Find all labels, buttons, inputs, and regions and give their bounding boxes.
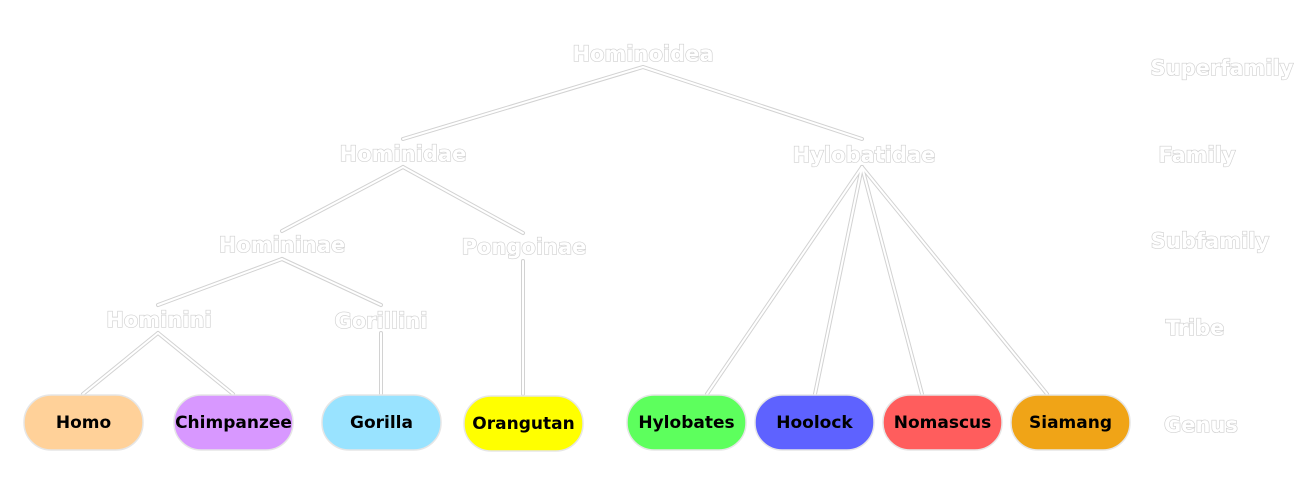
genus-label: Homo xyxy=(56,413,111,433)
rank-label-tribe: Tribe xyxy=(1166,316,1225,340)
genus-pill xyxy=(23,394,144,451)
genus-hylobates[interactable]: Hylobates xyxy=(626,394,747,451)
genus-orangutan[interactable]: Orangutan xyxy=(463,395,584,452)
edge-inner xyxy=(861,166,1048,395)
edge-inner xyxy=(861,166,923,395)
edge-inner xyxy=(281,258,382,306)
genus-hoolock[interactable]: Hoolock xyxy=(754,394,875,451)
genus-label: Gorilla xyxy=(350,413,413,433)
node-family-hominidae: Hominidae xyxy=(340,142,467,166)
genus-label: Hoolock xyxy=(776,413,853,433)
taxon-nodes: Hominoidea Hominidae Hylobatidae Hominin… xyxy=(106,41,936,333)
genus-pill xyxy=(463,395,584,452)
genus-nodes: Homo Chimpanzee Gorilla Orangutan Hyloba… xyxy=(23,394,1131,452)
rank-labels: Superfamily Family Subfamily Tribe Genus xyxy=(1150,55,1295,437)
genus-label: Orangutan xyxy=(472,414,574,434)
genus-pill xyxy=(754,394,875,451)
node-subfamily-homininae: Homininae xyxy=(219,233,346,257)
genus-homo[interactable]: Homo xyxy=(23,394,144,451)
edge-inner xyxy=(157,258,283,306)
genus-pill xyxy=(1010,394,1131,451)
rank-label-subfamily: Subfamily xyxy=(1151,229,1270,253)
genus-pill xyxy=(321,394,442,451)
genus-pill xyxy=(882,394,1003,451)
node-tribe-gorillini: Gorillini xyxy=(335,309,428,333)
genus-nomascus[interactable]: Nomascus xyxy=(882,394,1003,451)
tree-edges-inner xyxy=(82,66,1048,395)
rank-label-genus: Genus xyxy=(1164,413,1238,437)
genus-label: Chimpanzee xyxy=(175,413,292,433)
genus-label: Siamang xyxy=(1029,413,1112,433)
edge-inner xyxy=(402,66,644,140)
genus-pill xyxy=(173,394,294,451)
tree-edges xyxy=(81,65,1049,396)
genus-gorilla[interactable]: Gorilla xyxy=(321,394,442,451)
genus-siamang[interactable]: Siamang xyxy=(1010,394,1131,451)
node-subfamily-pongoinae: Pongoinae xyxy=(462,235,587,259)
genus-label: Hylobates xyxy=(638,413,734,433)
node-tribe-hominini: Hominini xyxy=(106,308,211,332)
edge-inner xyxy=(157,332,234,395)
node-superfamily: Hominoidea xyxy=(572,42,713,66)
genus-chimpanzee[interactable]: Chimpanzee xyxy=(173,394,294,451)
genus-label: Nomascus xyxy=(894,413,992,433)
edge-inner xyxy=(706,166,863,395)
rank-label-family: Family xyxy=(1158,143,1236,167)
edge-inner xyxy=(642,66,863,140)
edge-inner xyxy=(402,166,524,234)
edge-inner xyxy=(281,166,404,232)
genus-pill xyxy=(626,394,747,451)
edge-inner xyxy=(82,332,159,395)
node-family-hylobatidae: Hylobatidae xyxy=(793,143,936,167)
rank-label-superfamily: Superfamily xyxy=(1151,56,1294,80)
edge-inner xyxy=(814,166,863,395)
